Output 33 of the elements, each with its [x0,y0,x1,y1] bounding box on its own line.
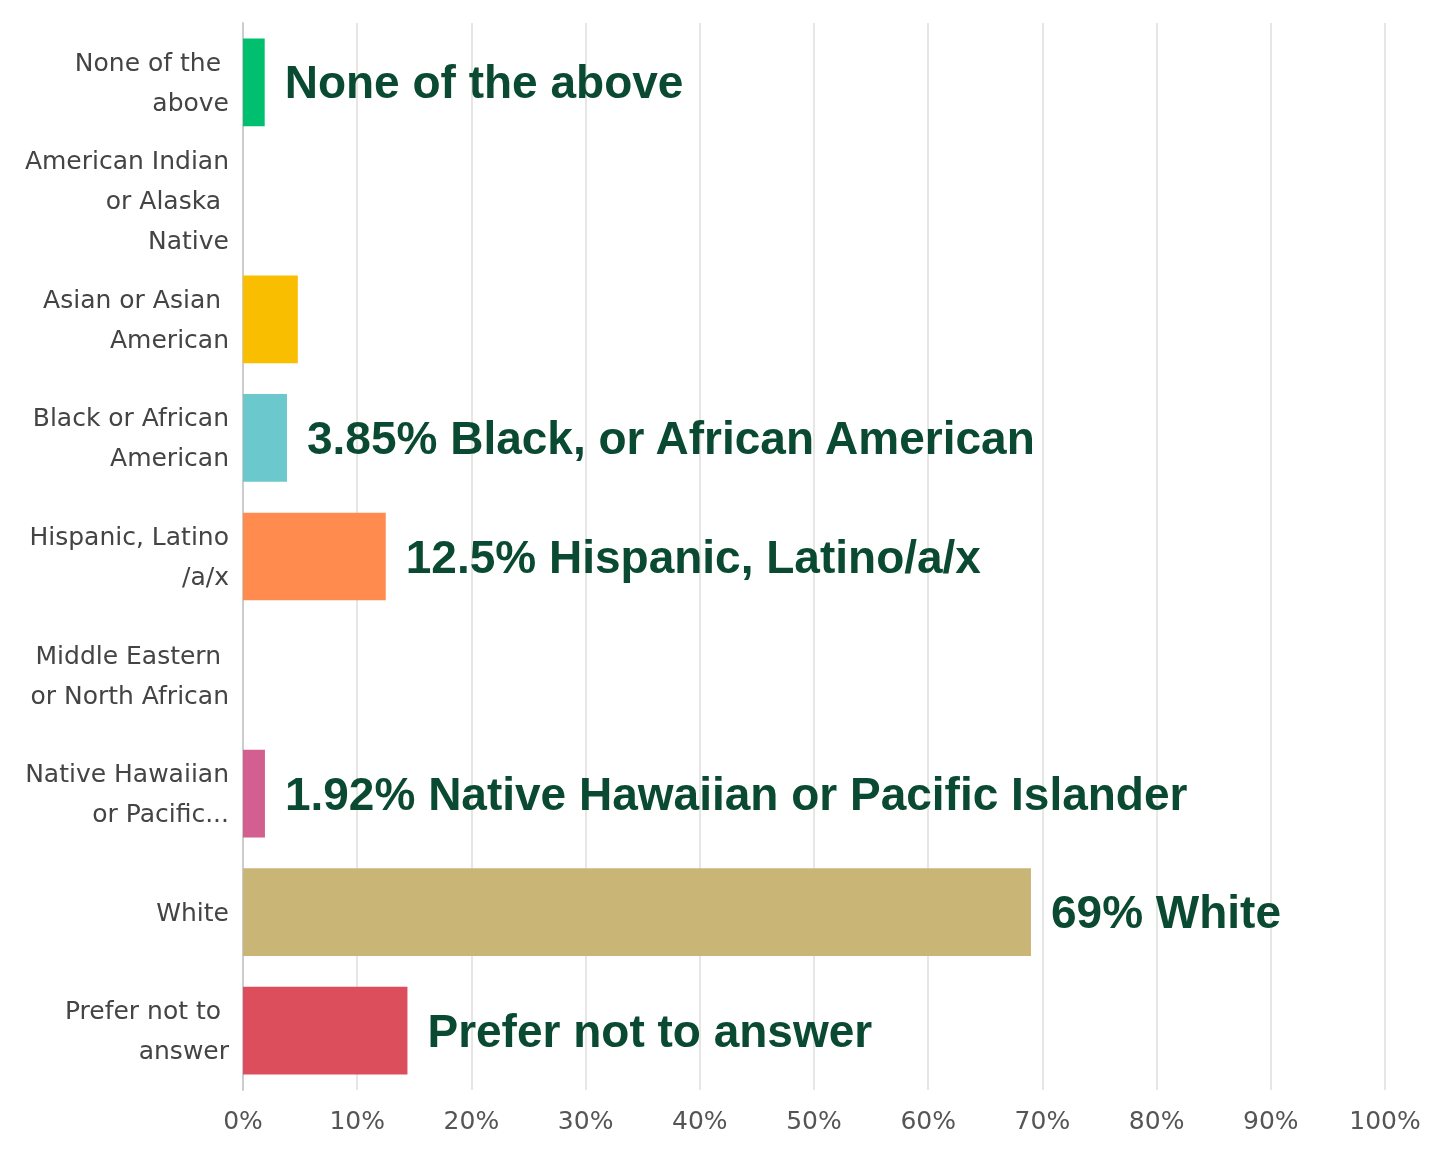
data-label: 12.5% Hispanic, Latino/a/x [405,530,982,583]
y-tick-label: White [156,897,229,927]
y-tick-label: Black or African American [32,403,229,473]
data-label: 69% White [1050,886,1282,939]
x-tick-label: 0% [223,1106,263,1135]
x-tick-label: 80% [1128,1106,1185,1135]
x-tick-label: 40% [672,1106,728,1135]
x-tick-label: 60% [900,1106,956,1135]
y-tick-label: Prefer not to answer [64,996,230,1066]
bar [243,749,265,838]
x-tick-label: 50% [786,1106,842,1135]
x-tick-label: 100% [1349,1106,1421,1135]
y-tick-label: Asian or Asian American [43,284,229,354]
y-tick-label: Hispanic, Latino/a/x [29,522,229,591]
bar [243,275,298,364]
y-tick-label: American Indian or Alaska Native [24,146,229,256]
x-tick-label: 20% [443,1106,500,1135]
y-tick-label: None of the above [74,47,229,117]
bar [243,868,1031,957]
x-tick-label: 30% [557,1106,614,1135]
data-label: Prefer not to answer [427,1004,873,1057]
bar [243,512,386,601]
bar [243,394,287,482]
y-tick-label: Native Hawaiian or Pacific... [25,759,229,829]
x-tick-label: 70% [1014,1106,1071,1135]
data-label: 3.85% Black, or African American [306,411,1035,464]
bar [243,986,408,1075]
x-tick-label: 90% [1243,1106,1299,1135]
data-label: 1.92% Native Hawaiian or Pacific Islander [284,767,1188,820]
data-label: None of the above [284,56,684,109]
y-tick-label: Middle Eastern or North African [30,640,229,710]
x-tick-label: 10% [329,1106,385,1135]
bar [243,38,265,127]
